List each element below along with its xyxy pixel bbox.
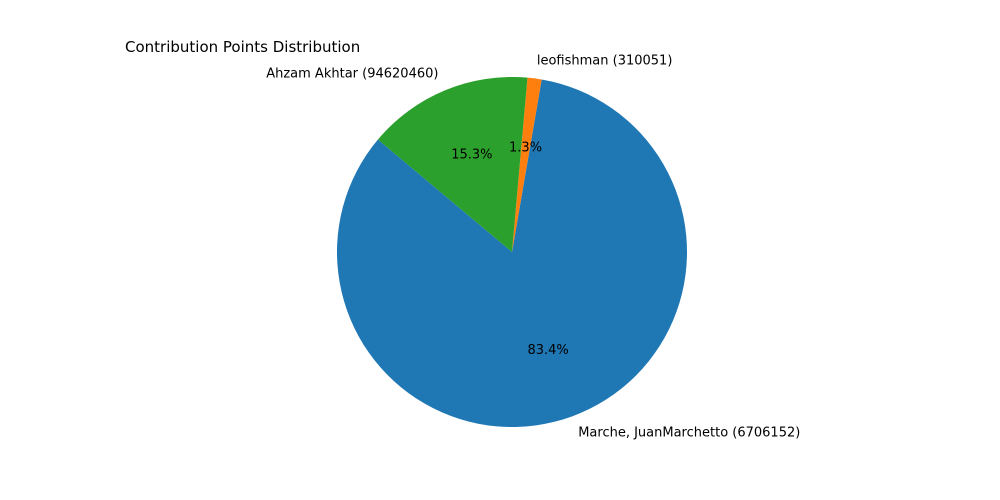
slice-percent-label: 15.3% bbox=[451, 147, 492, 162]
slice-label: Ahzam Akhtar (94620460) bbox=[266, 67, 438, 82]
pie-slice bbox=[377, 77, 528, 253]
slice-label: leofishman (310051) bbox=[537, 54, 673, 69]
chart-title: Contribution Points Distribution bbox=[125, 38, 360, 56]
slice-label: Marche, JuanMarchetto (6706152) bbox=[578, 425, 800, 440]
pie-slices bbox=[336, 77, 687, 427]
slice-percent-label: 1.3% bbox=[509, 140, 542, 155]
pie-slice bbox=[336, 79, 687, 427]
slice-percent-label: 83.4% bbox=[527, 343, 568, 358]
pie-labels: Marche, JuanMarchetto (6706152) 83.4% leof… bbox=[266, 54, 800, 441]
pie-slice bbox=[512, 77, 542, 252]
